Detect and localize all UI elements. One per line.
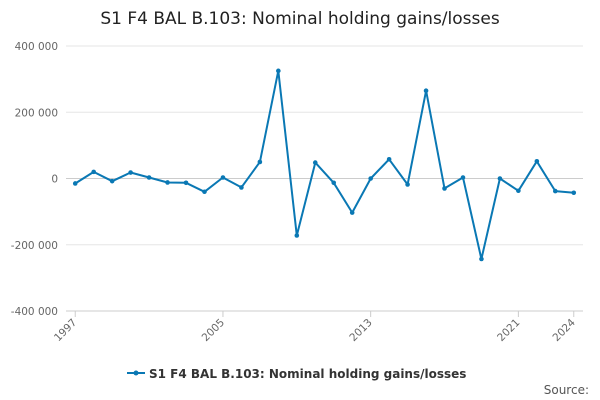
y-tick-label: 400 000 bbox=[15, 41, 58, 53]
data-point bbox=[386, 156, 392, 162]
chart-title: S1 F4 BAL B.103: Nominal holding gains/l… bbox=[100, 9, 500, 29]
legend-marker bbox=[133, 370, 139, 376]
x-tick-label: 2005 bbox=[200, 317, 227, 344]
data-point bbox=[368, 176, 373, 181]
data-point bbox=[91, 169, 96, 175]
x-axis: 1997 2005 2013 2021 2024 bbox=[52, 310, 583, 344]
data-point bbox=[442, 186, 447, 191]
grid bbox=[66, 45, 583, 312]
data-point bbox=[72, 181, 78, 186]
data-point bbox=[312, 160, 318, 165]
data-point bbox=[553, 188, 558, 194]
x-tick-label: 1997 bbox=[52, 317, 79, 344]
x-tick-label: 2013 bbox=[347, 317, 374, 344]
x-tick-label: 2021 bbox=[495, 317, 522, 344]
data-point bbox=[423, 88, 429, 94]
data-point bbox=[460, 175, 466, 180]
data-point bbox=[534, 158, 540, 164]
legend-label: S1 F4 BAL B.103: Nominal holding gains/l… bbox=[149, 367, 466, 381]
data-point bbox=[516, 188, 521, 194]
data-point bbox=[497, 176, 503, 181]
data-point bbox=[128, 170, 133, 175]
y-tick-label: 200 000 bbox=[15, 107, 58, 119]
y-tick-label: 0 bbox=[51, 174, 58, 186]
series-layer bbox=[72, 68, 577, 262]
data-point bbox=[239, 185, 244, 190]
data-point bbox=[571, 190, 577, 196]
data-point bbox=[202, 189, 207, 195]
legend[interactable]: S1 F4 BAL B.103: Nominal holding gains/l… bbox=[127, 367, 466, 381]
data-point bbox=[276, 68, 281, 74]
source-label: Source: bbox=[544, 383, 589, 397]
data-point bbox=[294, 233, 300, 238]
data-point bbox=[331, 180, 337, 186]
y-tick-label: -200 000 bbox=[11, 240, 58, 252]
data-point bbox=[405, 182, 410, 187]
data-point bbox=[479, 256, 484, 262]
data-point bbox=[183, 180, 189, 186]
data-point bbox=[257, 159, 263, 165]
y-axis-ticks: 400 000 200 000 0 -200 000 -400 000 bbox=[11, 41, 58, 318]
y-tick-label: -400 000 bbox=[11, 306, 58, 318]
data-point bbox=[146, 175, 152, 180]
data-point bbox=[109, 178, 115, 184]
data-point bbox=[220, 175, 226, 180]
data-point bbox=[165, 180, 170, 185]
data-point bbox=[349, 210, 355, 215]
series-line bbox=[74, 69, 574, 260]
x-tick-label: 2024 bbox=[550, 316, 578, 344]
